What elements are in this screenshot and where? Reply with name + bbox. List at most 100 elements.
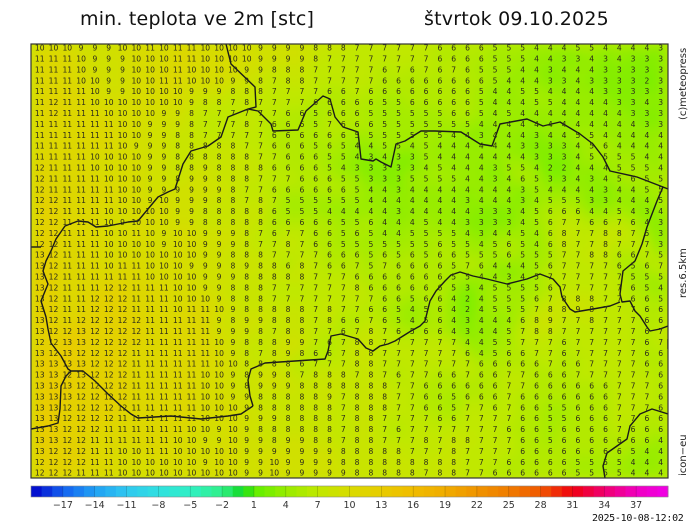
grid-value: 3 xyxy=(644,109,649,118)
grid-value: 8 xyxy=(589,294,594,303)
grid-value: 10 xyxy=(159,207,169,216)
grid-value: 6 xyxy=(562,349,567,358)
grid-value: 6 xyxy=(548,392,553,401)
grid-value: 4 xyxy=(575,185,580,194)
field-cell xyxy=(652,205,668,219)
field-cell xyxy=(73,205,89,219)
field-cell xyxy=(100,226,117,240)
field-cell xyxy=(266,205,283,219)
colorbar-segment xyxy=(338,486,350,497)
grid-value: 6 xyxy=(437,327,442,336)
grid-value: 3 xyxy=(603,185,608,194)
grid-value: 10 xyxy=(131,185,141,194)
field-cell xyxy=(459,52,476,66)
field-cell xyxy=(583,107,600,120)
field-cell xyxy=(294,85,310,99)
field-cell xyxy=(142,183,158,197)
grid-value: 6 xyxy=(589,218,594,227)
grid-value: 8 xyxy=(313,55,318,64)
grid-value: 10 xyxy=(145,98,155,107)
grid-value: 9 xyxy=(106,76,111,85)
field-cell xyxy=(445,270,462,284)
grid-value: 11 xyxy=(62,283,72,292)
field-cell xyxy=(252,292,269,306)
grid-value: 9 xyxy=(203,251,208,260)
field-cell xyxy=(211,237,227,251)
grid-value: 11 xyxy=(159,305,169,314)
grid-value: 10 xyxy=(145,229,155,238)
field-cell xyxy=(514,216,531,229)
field-cell xyxy=(128,292,145,306)
grid-value: 6 xyxy=(286,153,291,162)
grid-value: 13 xyxy=(62,338,72,347)
grid-value: 11 xyxy=(62,120,72,129)
grid-value: 5 xyxy=(396,251,401,260)
grid-value: 9 xyxy=(161,164,166,173)
grid-value: 4 xyxy=(493,327,498,336)
grid-value: 6 xyxy=(506,425,511,434)
grid-value: 11 xyxy=(49,120,59,129)
grid-value: 9 xyxy=(244,414,249,423)
grid-value: 6 xyxy=(562,338,567,347)
grid-value: 5 xyxy=(617,469,622,478)
field-cell xyxy=(349,107,365,120)
grid-value: 3 xyxy=(658,218,663,227)
grid-value: 3 xyxy=(465,283,470,292)
grid-value: 5 xyxy=(562,403,567,412)
field-cell xyxy=(225,85,241,99)
grid-value: 5 xyxy=(506,338,511,347)
field-cell xyxy=(528,139,545,153)
field-cell xyxy=(252,139,269,153)
grid-value: 8 xyxy=(175,131,180,140)
grid-value: 7 xyxy=(258,98,263,107)
field-cell xyxy=(459,183,476,197)
grid-value: 11 xyxy=(49,87,59,96)
grid-value: 7 xyxy=(327,283,332,292)
grid-value: 7 xyxy=(299,294,304,303)
grid-value: 9 xyxy=(148,131,153,140)
field-cell xyxy=(114,139,131,153)
grid-value: 5 xyxy=(286,196,291,205)
grid-value: 10 xyxy=(173,294,183,303)
field-cell xyxy=(211,226,227,240)
grid-value: 4 xyxy=(603,164,608,173)
field-cell xyxy=(390,183,407,197)
grid-value: 5 xyxy=(424,305,429,314)
field-cell xyxy=(625,183,641,197)
field-cell xyxy=(418,63,434,77)
grid-value: 9 xyxy=(217,316,222,325)
grid-value: 10 xyxy=(104,229,114,238)
grid-value: 6 xyxy=(272,164,277,173)
grid-value: 12 xyxy=(62,371,72,380)
grid-value: 6 xyxy=(644,349,649,358)
grid-value: 11 xyxy=(76,164,86,173)
grid-value: 7 xyxy=(272,87,277,96)
grid-value: 12 xyxy=(35,229,45,238)
grid-value: 8 xyxy=(217,142,222,151)
grid-value: 6 xyxy=(424,327,429,336)
field-cell xyxy=(652,226,668,240)
field-cell xyxy=(266,281,283,295)
field-cell xyxy=(183,183,200,197)
field-cell xyxy=(556,107,572,120)
field-cell xyxy=(501,172,517,186)
grid-value: 5 xyxy=(520,240,525,249)
field-cell xyxy=(501,205,517,219)
grid-value: 6 xyxy=(451,87,456,96)
grid-value: 8 xyxy=(355,349,360,358)
grid-value: 11 xyxy=(131,360,141,369)
field-cell xyxy=(445,281,462,295)
grid-value: 4 xyxy=(382,229,387,238)
grid-value: 9 xyxy=(189,174,194,183)
grid-value: 8 xyxy=(396,469,401,478)
grid-value: 7 xyxy=(341,76,346,85)
field-cell xyxy=(225,248,241,262)
grid-value: 6 xyxy=(562,392,567,401)
grid-value: 4 xyxy=(520,262,525,271)
field-cell xyxy=(418,248,434,262)
field-cell xyxy=(445,74,462,88)
grid-value: 6 xyxy=(617,251,622,260)
grid-value: 7 xyxy=(575,371,580,380)
grid-value: 7 xyxy=(355,262,360,271)
grid-value: 7 xyxy=(355,87,360,96)
